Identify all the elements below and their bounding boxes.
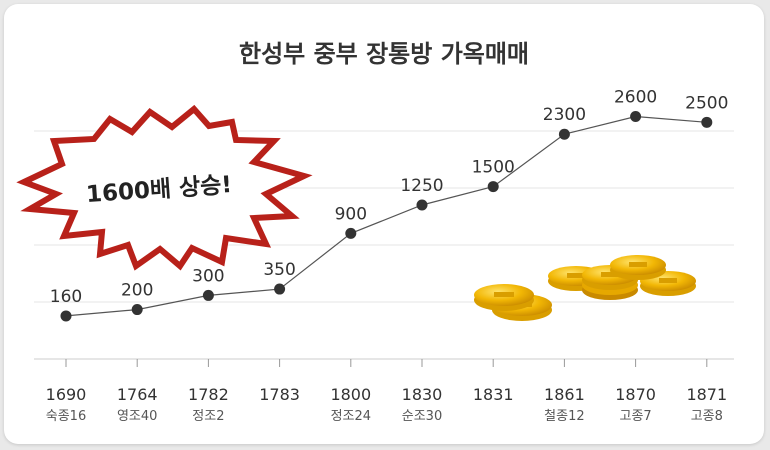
x-tick-label: 1831 — [473, 385, 514, 404]
value-label: 900 — [335, 204, 367, 224]
x-sublabel: 철종12 — [544, 409, 584, 424]
data-point — [345, 227, 357, 239]
chart-card: 한성부 중부 장통방 가옥매매 1600배 상승! — [4, 4, 764, 444]
annotation-burst: 1600배 상승! — [16, 104, 313, 271]
value-label: 2500 — [685, 93, 728, 113]
x-tick-label: 1783 — [259, 385, 300, 404]
x-sublabel: 정조2 — [192, 409, 224, 424]
x-tick-label: 1800 — [330, 385, 371, 404]
x-axis-labels: 1690 숙종16 1764 영조40 1782 정조2 1783 1800 정조24 1830 순… — [46, 385, 728, 424]
x-tick-label: 1830 — [402, 385, 443, 404]
data-point — [630, 110, 642, 122]
x-sublabel: 고종7 — [619, 409, 651, 424]
value-label: 2600 — [614, 87, 657, 107]
data-point — [701, 116, 713, 128]
x-axis-ticks — [65, 359, 708, 367]
value-label: 300 — [192, 266, 224, 286]
value-label: 1500 — [472, 158, 515, 178]
data-point — [416, 199, 428, 211]
value-label: 200 — [121, 281, 153, 301]
chart-canvas: 한성부 중부 장통방 가옥매매 1600배 상승! — [16, 40, 734, 424]
coin-icon — [610, 255, 666, 280]
x-tick-label: 1764 — [117, 385, 158, 404]
x-sublabel: 영조40 — [117, 409, 157, 424]
chart-title: 한성부 중부 장통방 가옥매매 — [239, 40, 529, 68]
coin-icon — [474, 284, 534, 311]
x-sublabel: 정조24 — [331, 409, 371, 424]
value-label: 2300 — [543, 105, 586, 125]
x-tick-label: 1871 — [686, 385, 727, 404]
data-point — [60, 310, 72, 322]
x-tick-label: 1870 — [615, 385, 656, 404]
x-sublabel: 고종8 — [691, 409, 723, 424]
burst-shape — [16, 104, 313, 271]
data-point — [487, 181, 499, 193]
value-label: 1250 — [400, 176, 443, 196]
x-tick-label: 1782 — [188, 385, 229, 404]
data-points — [60, 110, 713, 322]
series-line — [65, 115, 707, 317]
data-point — [202, 289, 214, 301]
x-sublabel: 순조30 — [402, 409, 442, 424]
data-point — [558, 128, 570, 140]
value-label: 350 — [263, 260, 295, 280]
x-tick-label: 1861 — [544, 385, 585, 404]
x-sublabel: 숙종16 — [46, 409, 86, 424]
coins-illustration — [474, 255, 696, 321]
x-tick-label: 1690 — [46, 385, 87, 404]
value-labels: 160 200 300 350 900 1250 1500 2300 2600 2500 — [50, 87, 729, 306]
data-point — [274, 283, 286, 295]
value-label: 160 — [50, 287, 82, 307]
data-point — [131, 304, 143, 316]
